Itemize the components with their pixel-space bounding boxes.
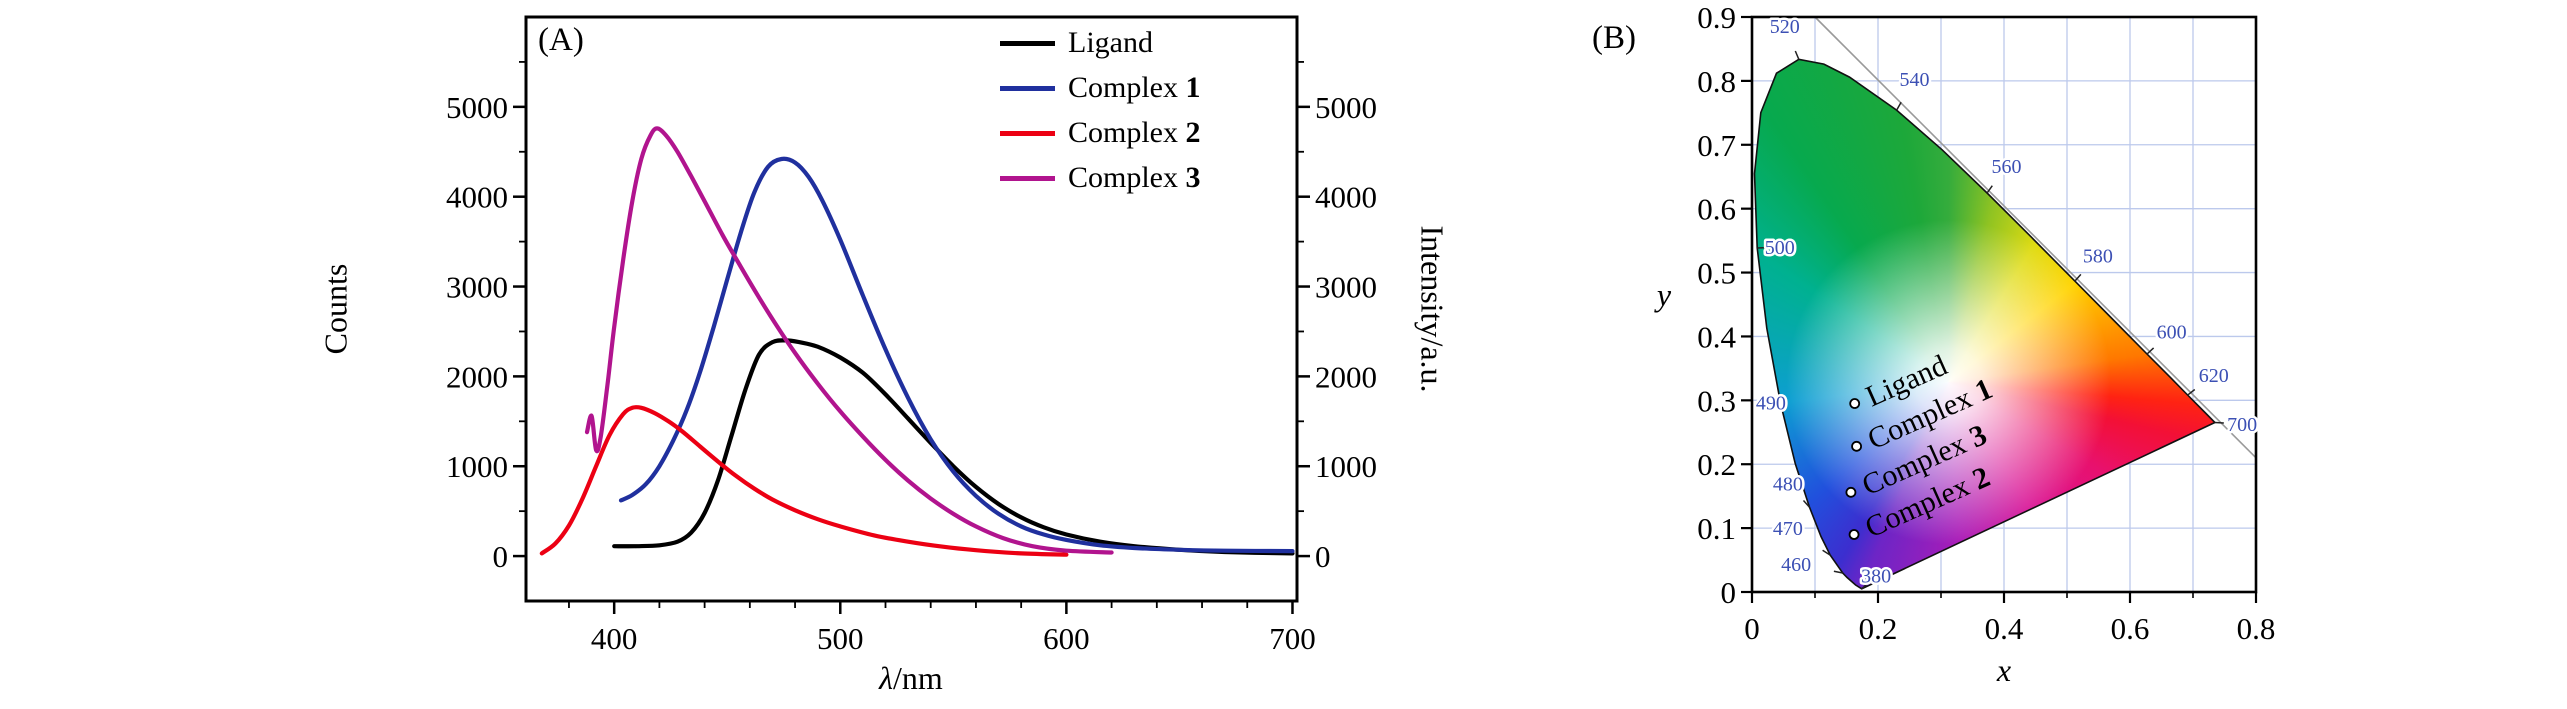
panel-a-ylabel-right: Intensity/a.u.: [1414, 225, 1451, 393]
panel-a-ytick-label-right: 4000: [1315, 180, 1377, 215]
wavelength-label: 520: [1770, 16, 1800, 38]
series-curve-complex-2: [539, 404, 1069, 557]
panel-b-xlabel: x: [1996, 652, 2012, 688]
wavelength-tick: [1802, 500, 1811, 508]
panel-a-ytick-label-left: 0: [493, 539, 509, 574]
panel-a-ytick-label-right: 0: [1315, 539, 1331, 574]
legend-item-ligand: Ligand: [1000, 26, 1201, 60]
series-curve-ligand: [612, 338, 1295, 556]
wavelength-tick: [2187, 388, 2196, 396]
legend-label: Complex 2: [1068, 116, 1201, 149]
panel-b-xtick-label: 0: [1744, 611, 1760, 646]
panel-b-ylabel: y: [1656, 276, 1672, 313]
panel-a-ytick-label-left: 2000: [446, 359, 508, 394]
cie-point-complex-3: [1845, 486, 1857, 498]
panel-a-ylabel-left: Counts: [317, 263, 354, 355]
wavelength-tick: [1861, 582, 1869, 590]
panel-b-xtick-label: 0.4: [1985, 611, 2024, 646]
series-curve-complex-3: [584, 126, 1114, 555]
legend-label: Complex 1: [1068, 71, 1201, 104]
legend-line-swatch: [1000, 85, 1055, 91]
panel-a-xtick-label: 400: [591, 621, 638, 656]
wavelength-tick: [1794, 50, 1800, 60]
panel-a-xlabel-unit: /nm: [893, 660, 943, 696]
panel-a-xtick-label: 700: [1269, 621, 1316, 656]
wavelength-tick: [1895, 101, 1902, 111]
legend-label: Complex 3: [1068, 161, 1201, 194]
wavelength-tick: [2074, 273, 2082, 282]
legend-item-complex-3: Complex 3: [1000, 161, 1201, 195]
wavelength-label: 490: [1756, 392, 1786, 414]
diagonal-reference-line: [1814, 16, 2257, 459]
panel-b-ytick-label: 0: [1721, 575, 1737, 610]
cie-point-ligand: [1849, 398, 1861, 409]
cie-point-complex-2: [1848, 529, 1860, 540]
wavelength-label: 500: [1765, 237, 1795, 259]
cie-point-complex-1: [1851, 440, 1862, 452]
panel-a-ytick-label-right: 1000: [1315, 449, 1377, 484]
panel-a-ytick-label-left: 5000: [446, 90, 508, 125]
spectral-locus-outline: [1753, 58, 2217, 590]
panel-a-frame: [524, 15, 1299, 603]
legend-line-swatch: [1000, 40, 1055, 46]
panel-b-ytick-label: 0.4: [1697, 319, 1736, 354]
panel-a-ytick-label-right: 5000: [1315, 90, 1377, 125]
wavelength-label: 480: [1773, 473, 1803, 495]
legend-item-complex-2: Complex 2: [1000, 116, 1201, 150]
panel-b-ytick-label: 0.8: [1697, 64, 1736, 99]
panel-b-ytick-label: 0.1: [1697, 511, 1736, 546]
legend-line-swatch: [1000, 130, 1055, 136]
panel-a-ytick-label-left: 4000: [446, 180, 508, 215]
series-curve-complex-1: [618, 156, 1295, 554]
legend-item-complex-1: Complex 1: [1000, 71, 1201, 105]
panel-b-tag: (B): [1592, 20, 1636, 56]
panel-b-ytick-label: 0.7: [1697, 128, 1736, 163]
wavelength-label: 380: [1861, 565, 1891, 587]
lambda-symbol: λ: [879, 660, 894, 696]
panel-b-ytick-label: 0.9: [1697, 0, 1736, 35]
wavelength-tick: [1771, 401, 1781, 405]
legend: Ligand Complex 1 Complex 2 Complex 3: [1000, 26, 1201, 206]
panel-a-ytick-label-right: 3000: [1315, 270, 1377, 305]
wavelength-label: 460: [1781, 554, 1811, 576]
panel-b-ytick-label: 0.6: [1697, 192, 1736, 227]
wavelength-label: 470: [1773, 518, 1803, 540]
panel-b-xtick-label: 0.2: [1859, 611, 1898, 646]
panel-b-ytick-label: 0.3: [1697, 383, 1736, 418]
wavelength-label: 620: [2199, 365, 2229, 387]
panel-a-ytick-label-left: 3000: [446, 270, 508, 305]
panel-b-ytick-label: 0.2: [1697, 447, 1736, 482]
panel-a-xtick-label: 600: [1043, 621, 1090, 656]
panel-a-xlabel: λ/nm: [879, 660, 943, 697]
panel-b-ytick-label: 0.5: [1697, 256, 1736, 291]
panel-a-xtick-label: 500: [817, 621, 864, 656]
wavelength-label: 580: [2083, 245, 2113, 267]
wavelength-label: 540: [1900, 69, 1930, 91]
wavelength-label: 600: [2157, 321, 2187, 343]
panel-b-frame: [1750, 15, 2258, 594]
wavelength-label: 560: [1992, 156, 2022, 178]
panel-b-xtick-label: 0.8: [2237, 611, 2276, 646]
panel-b-xtick-label: 0.6: [2111, 611, 2150, 646]
wavelength-tick: [1822, 549, 1831, 556]
panel-a-tag: (A): [538, 22, 584, 58]
panel-a-series-group: [539, 126, 1295, 557]
panel-a-ytick-label-left: 1000: [446, 449, 508, 484]
panel-a-ytick-label-right: 2000: [1315, 359, 1377, 394]
wavelength-label: 700: [2227, 414, 2257, 436]
wavelength-tick: [2146, 347, 2155, 355]
legend-label: Ligand: [1068, 26, 1153, 59]
legend-line-swatch: [1000, 175, 1055, 181]
wavelength-tick: [1833, 570, 1843, 574]
wavelength-tick: [1986, 185, 1993, 194]
